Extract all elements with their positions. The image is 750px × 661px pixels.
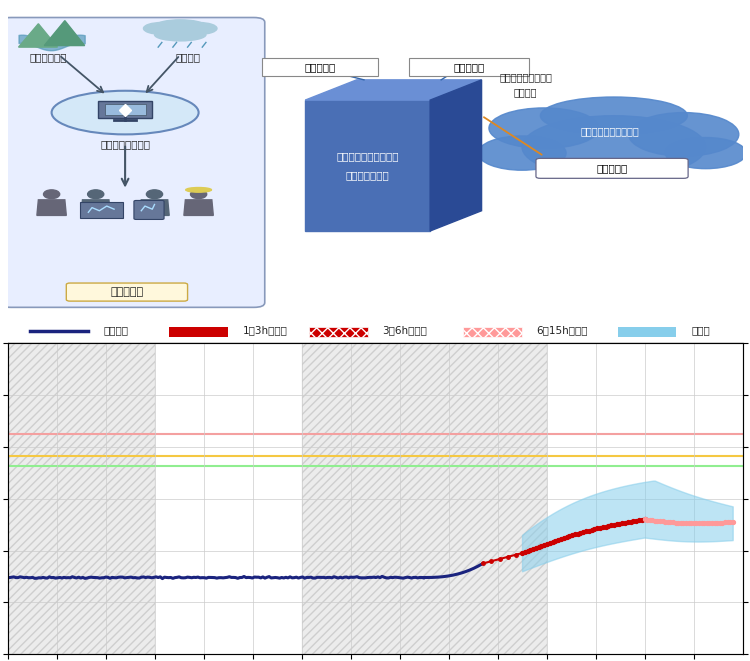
Ellipse shape (665, 137, 746, 169)
Ellipse shape (190, 190, 207, 198)
Bar (8, 343, 154, 654)
Ellipse shape (154, 28, 206, 41)
Text: 6～15h先予測: 6～15h先予測 (537, 325, 588, 336)
Ellipse shape (522, 116, 706, 178)
Polygon shape (305, 100, 430, 231)
Ellipse shape (628, 112, 739, 156)
FancyBboxPatch shape (98, 101, 152, 118)
Ellipse shape (143, 22, 180, 34)
Ellipse shape (146, 190, 163, 198)
Text: 予測モデル: 予測モデル (453, 62, 484, 72)
Ellipse shape (186, 188, 211, 192)
Text: 組み込み: 組み込み (514, 88, 538, 98)
Ellipse shape (44, 190, 60, 198)
Text: 3～6h先予測: 3～6h先予測 (382, 325, 427, 336)
Ellipse shape (180, 22, 217, 34)
Text: クラウドシステムに: クラウドシステムに (500, 72, 552, 82)
Text: 予測モデル: 予測モデル (596, 163, 628, 173)
Text: 河川水位情報: 河川水位情報 (29, 52, 67, 61)
FancyBboxPatch shape (536, 159, 688, 178)
Text: 河川管理者: 河川管理者 (110, 287, 143, 297)
Text: 力学系理論を応用した: 力学系理論を応用した (337, 151, 399, 161)
Text: 学習プログラム: 学習プログラム (346, 170, 389, 180)
FancyBboxPatch shape (134, 200, 164, 219)
Polygon shape (184, 200, 213, 215)
Bar (302, 343, 547, 654)
Polygon shape (430, 80, 482, 231)
FancyBboxPatch shape (66, 283, 188, 301)
Ellipse shape (156, 20, 204, 31)
Ellipse shape (489, 108, 599, 149)
FancyBboxPatch shape (617, 327, 676, 337)
Polygon shape (44, 20, 85, 46)
FancyBboxPatch shape (80, 202, 123, 217)
Ellipse shape (88, 190, 104, 198)
Ellipse shape (540, 97, 687, 134)
Text: 1～3h先予測: 1～3h先予測 (243, 325, 287, 336)
FancyBboxPatch shape (0, 18, 265, 307)
Polygon shape (81, 200, 110, 215)
Polygon shape (37, 200, 66, 215)
FancyBboxPatch shape (262, 58, 378, 77)
FancyBboxPatch shape (464, 327, 522, 337)
Text: 予測幅: 予測幅 (691, 325, 709, 336)
Text: 河川水位予測システム: 河川水位予測システム (580, 126, 640, 136)
FancyBboxPatch shape (409, 58, 529, 77)
Text: 水位・雨量: 水位・雨量 (304, 62, 335, 72)
FancyBboxPatch shape (104, 104, 146, 115)
FancyBboxPatch shape (309, 327, 368, 337)
Text: 降雨情報: 降雨情報 (175, 52, 200, 61)
Text: 予測アルゴリズム: 予測アルゴリズム (100, 139, 150, 149)
Text: 観測水位: 観測水位 (103, 325, 128, 336)
Polygon shape (19, 24, 58, 47)
FancyBboxPatch shape (170, 327, 228, 337)
Polygon shape (305, 80, 482, 100)
Ellipse shape (52, 91, 199, 134)
Ellipse shape (478, 136, 566, 171)
Polygon shape (140, 200, 170, 215)
